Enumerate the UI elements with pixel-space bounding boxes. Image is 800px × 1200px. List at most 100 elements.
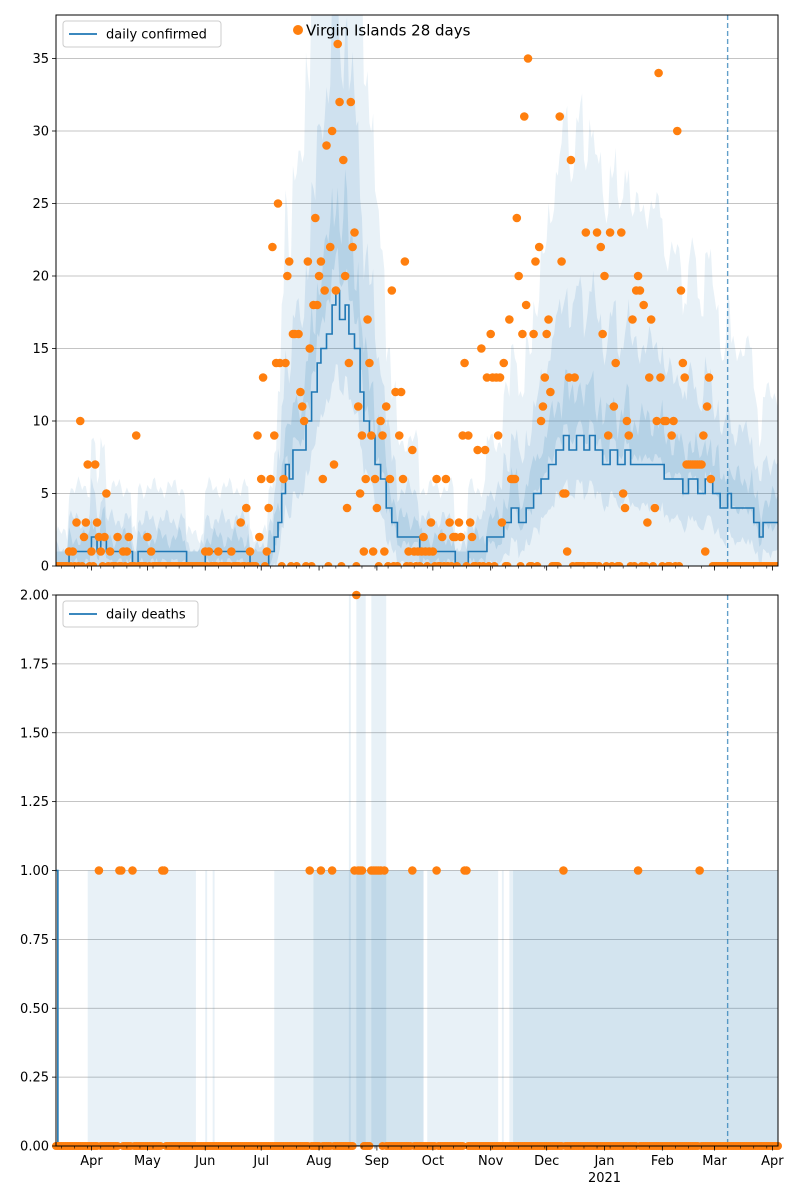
data-point [75,416,85,426]
data-point [204,547,214,556]
data-point [669,416,678,426]
data-point [327,866,337,875]
uncertainty-band [205,870,208,1146]
data-point [105,547,115,556]
data-point [695,866,704,875]
data-point-zero [260,562,269,566]
data-point [372,503,382,513]
x-tick-label: Jul [252,1154,269,1169]
data-point-zero [641,562,650,566]
data-point [499,358,509,368]
data-point [303,257,313,266]
data-point [667,431,676,440]
data-point [700,547,710,556]
data-point [258,373,268,382]
data-point [368,547,378,556]
data-point-zero [533,562,542,566]
data-point [557,257,566,266]
data-point [363,315,372,324]
deaths-y-ticks: 0.00 0.25 0.50 0.75 1.00 1.25 1.50 1.75 2.00 [20,589,56,1155]
uncertainty-band [513,870,778,1146]
deaths-legend: daily deaths [62,600,199,628]
data-point [348,242,357,252]
data-point [672,126,682,136]
data-point [561,489,570,498]
data-point [646,315,656,324]
data-point [255,532,264,542]
data-point [316,257,326,266]
data-point [279,474,288,484]
data-point [102,489,111,498]
x-tick-label: May [134,1154,161,1169]
data-point [521,300,531,310]
data-point-zero [324,562,333,566]
data-point-zero [393,562,402,566]
data-point [266,474,275,484]
data-point [546,387,555,397]
deaths-uncertainty-bands [87,595,778,1146]
data-point [661,416,671,426]
data-point [329,460,339,469]
data-point [437,532,447,542]
x-tick-label: Mar [702,1154,727,1169]
uncertainty-band [56,15,778,566]
data-point [699,431,708,440]
chart-title: Virgin Islands 28 days [293,22,471,40]
data-point-zero [774,562,778,566]
data-point [262,547,272,556]
data-point [376,416,385,426]
data-point [512,213,522,223]
data-point [676,286,686,295]
data-point [706,474,716,484]
data-point [467,532,477,542]
data-point [540,373,550,382]
data-point [432,474,441,484]
data-point [113,532,122,542]
data-point [596,242,606,252]
data-point [146,547,156,556]
data-point-zero [630,562,639,566]
data-point [462,866,471,875]
x-tick-label: Feb [651,1154,674,1169]
data-point [581,228,591,237]
data-point [92,518,102,527]
data-point [486,329,495,339]
uncertainty-band [87,870,196,1146]
data-point [497,518,507,527]
data-point [633,271,643,281]
confirmed-gridlines [56,58,778,567]
data-point-zero [490,562,499,566]
data-point [385,474,395,484]
data-point-zero [307,562,316,566]
data-point [654,68,663,78]
data-point [350,228,359,237]
data-point [122,547,132,556]
data-point [534,242,544,252]
data-point [320,286,329,295]
legend-box [62,20,222,48]
legend-label-deaths: daily deaths [106,608,186,623]
data-point [652,416,662,426]
data-point [510,474,520,484]
data-point-zero [352,562,361,566]
data-point [628,315,637,324]
y-tick-label: 2.00 [20,589,49,604]
data-point-zero [89,562,98,566]
data-point [609,402,619,411]
data-point [618,489,628,498]
data-point [79,532,89,542]
uncertainty-band [427,870,499,1146]
data-point [83,460,93,469]
data-point [419,532,428,542]
data-point [370,474,380,484]
data-point [495,373,505,382]
uncertainty-band [348,595,351,1146]
data-point [477,344,486,353]
y-tick-label: 15 [32,342,49,357]
data-point [227,547,236,556]
data-point [600,271,609,281]
data-point-zero [292,562,301,566]
data-point [365,358,374,368]
legend-box [62,600,199,628]
data-point [441,474,451,484]
